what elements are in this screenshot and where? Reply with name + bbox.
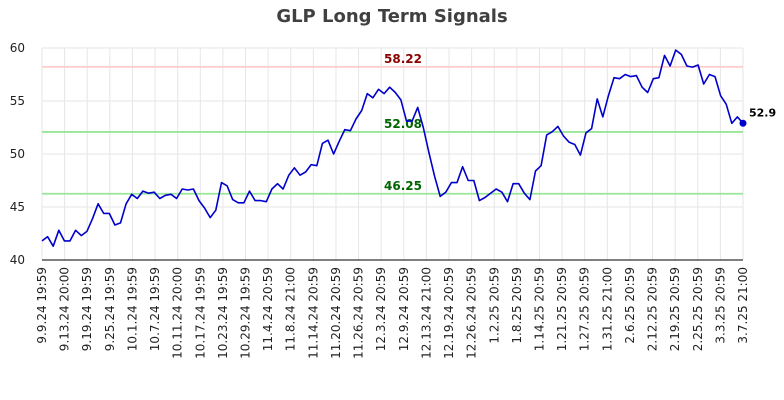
x-tick-label: 1.14.25 20:59 (532, 267, 546, 351)
x-tick-label: 11.26.24 20:59 (352, 267, 366, 359)
reference-line-label: 52.08 (384, 117, 422, 131)
y-tick-label: 40 (10, 253, 25, 267)
x-tick-label: 10.11.24 20:00 (171, 267, 185, 359)
y-tick-label: 55 (10, 94, 25, 108)
y-tick-label: 50 (10, 147, 25, 161)
x-tick-label: 11.8.24 21:00 (284, 267, 298, 351)
x-tick-label: 2.19.25 20:59 (668, 267, 682, 351)
x-tick-label: 12.13.24 21:00 (419, 267, 433, 359)
x-tick-label: 10.7.24 19:59 (148, 267, 162, 351)
chart-title: GLP Long Term Signals (276, 6, 508, 27)
x-tick-label: 9.25.24 19:59 (103, 267, 117, 351)
x-tick-label: 10.23.24 19:59 (216, 267, 230, 359)
x-tick-label: 9.19.24 19:59 (80, 267, 94, 351)
x-tick-label: 2.12.25 20:59 (646, 267, 660, 351)
y-tick-label: 45 (10, 200, 25, 214)
x-tick-label: 1.21.25 20:59 (555, 267, 569, 351)
x-tick-label: 1.8.25 20:59 (510, 267, 524, 344)
reference-line-label: 46.25 (384, 179, 422, 193)
x-tick-label: 3.3.25 20:59 (713, 267, 727, 344)
x-tick-label: 1.27.25 20:59 (578, 267, 592, 351)
x-tick-label: 10.29.24 19:59 (239, 267, 253, 359)
x-tick-label: 11.4.24 20:59 (261, 267, 275, 351)
y-tick-label: 60 (10, 41, 25, 55)
x-tick-label: 12.26.24 20:59 (465, 267, 479, 359)
x-tick-label: 9.9.24 19:59 (35, 267, 49, 344)
reference-line-label: 58.22 (384, 52, 422, 66)
series-line (41, 49, 744, 247)
x-tick-label: 10.1.24 19:59 (125, 267, 139, 351)
x-tick-label: 2.25.25 20:59 (691, 267, 705, 351)
x-tick-label: 10.17.24 19:59 (193, 267, 207, 359)
x-tick-label: 9.13.24 20:00 (58, 267, 72, 351)
x-tick-label: 1.2.25 20:59 (487, 267, 501, 344)
x-tick-label: 11.14.24 20:59 (306, 267, 320, 359)
x-tick-label: 12.9.24 20:59 (397, 267, 411, 351)
x-tick-label: 3.7.25 21:00 (736, 267, 750, 344)
last-value-label: 52.9 (749, 106, 776, 119)
x-tick-label: 11.20.24 20:59 (329, 267, 343, 359)
x-tick-label: 12.19.24 20:59 (442, 267, 456, 359)
x-tick-label: 2.6.25 20:59 (623, 267, 637, 344)
x-tick-label: 1.31.25 21:00 (600, 267, 614, 351)
x-tick-label: 12.3.24 20:59 (374, 267, 388, 351)
last-point-marker (739, 119, 747, 127)
